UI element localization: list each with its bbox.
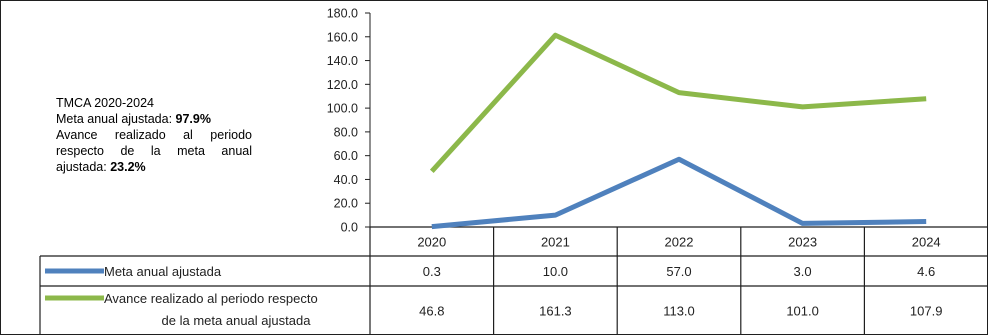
series-name-label-line2: de la meta anual ajustada: [162, 313, 312, 328]
data-table-value: 161.3: [539, 304, 572, 319]
data-table-value: 107.9: [910, 304, 943, 319]
x-category-label: 2023: [788, 235, 817, 250]
data-table-value: 46.8: [419, 304, 444, 319]
tmca-heading: TMCA 2020-2024: [56, 96, 154, 110]
data-table-value: 113.0: [663, 304, 695, 319]
avance-summary-value: 23.2%: [110, 160, 146, 174]
x-category-label: 2022: [665, 235, 694, 250]
data-table-value: 3.0: [794, 264, 812, 279]
meta-anual-summary-value: 97.9%: [175, 112, 211, 126]
x-category-label: 2024: [912, 235, 941, 250]
y-tick-label: 160.0: [327, 30, 358, 44]
y-tick-label: 180.0: [327, 7, 358, 21]
y-tick-label: 60.0: [334, 149, 358, 163]
data-table-value: 101.0: [786, 304, 819, 319]
y-tick-label: 0.0: [341, 221, 358, 235]
data-table-value: 4.6: [917, 264, 935, 279]
x-category-label: 2021: [541, 235, 570, 250]
y-tick-label: 120.0: [327, 78, 358, 92]
data-table-value: 10.0: [543, 264, 568, 279]
series-name-label: Meta anual ajustada: [104, 264, 222, 279]
y-tick-label: 40.0: [334, 173, 358, 187]
y-tick-label: 20.0: [334, 197, 358, 211]
meta-anual-summary: Meta anual ajustada: 97.9%: [56, 111, 252, 127]
data-table-value: 57.0: [666, 264, 691, 279]
series-name-label: Avance realizado al periodo respecto: [104, 291, 318, 306]
y-tick-label: 80.0: [334, 125, 358, 139]
y-tick-label: 140.0: [327, 54, 358, 68]
tmca-annotation: TMCA 2020-2024 Meta anual ajustada: 97.9…: [56, 95, 252, 175]
y-tick-label: 100.0: [327, 102, 358, 116]
data-table-value: 0.3: [423, 264, 441, 279]
x-category-label: 2020: [417, 235, 446, 250]
avance-summary-label: Avance realizado al periodo respecto de …: [56, 128, 252, 174]
series-line-avance-realizado: [429, 32, 927, 174]
series-line-meta-anual: [431, 156, 927, 230]
meta-anual-summary-label: Meta anual ajustada:: [56, 112, 176, 126]
avance-summary: Avance realizado al periodo respecto de …: [56, 127, 252, 175]
